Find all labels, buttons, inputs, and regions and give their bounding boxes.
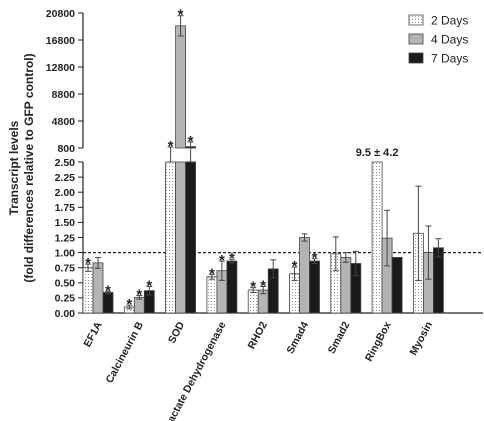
legend-label: 4 Days <box>431 33 468 47</box>
bar <box>391 257 403 314</box>
significance-star: * <box>146 277 152 294</box>
significance-star: * <box>178 7 184 24</box>
significance-star: * <box>292 258 298 275</box>
significance-star: * <box>168 138 174 155</box>
significance-star: * <box>260 277 266 294</box>
significance-star: * <box>105 282 111 299</box>
bar <box>371 161 383 314</box>
legend-swatch <box>408 33 424 45</box>
y-axis-title: Transcript levels(fold differences relat… <box>7 53 36 282</box>
significance-star: * <box>188 133 194 150</box>
bar <box>309 260 320 314</box>
y-tick-label: 20800 <box>46 8 75 20</box>
y-tick-label: 1.00 <box>55 247 76 259</box>
bar <box>82 267 94 314</box>
axes: 0.00 0.25 0.50 0.75 1.00 1.25 1.50 1.75 2.00 2.25… <box>7 8 483 320</box>
bar <box>175 25 187 149</box>
x-category-label: SOD <box>166 319 187 345</box>
y-axis-title-line: (fold differences relative to GFP contro… <box>22 53 36 282</box>
legend-swatch <box>408 52 424 64</box>
significance-star: * <box>250 279 256 296</box>
legend: 2 Days 4 Days 7 Days <box>408 14 468 66</box>
bar <box>185 161 197 314</box>
x-category-label: Smad4 <box>284 320 311 356</box>
y-tick-label: 0.00 <box>55 308 76 320</box>
bar <box>299 237 310 314</box>
x-category-label: RingBox <box>363 320 394 364</box>
bar <box>226 260 238 314</box>
x-category-label: EF1A <box>81 319 104 349</box>
bar <box>175 161 187 314</box>
x-category-label: Calcineurin B <box>104 319 147 385</box>
y-tick-label: 12800 <box>46 62 75 74</box>
x-category-label: RHO2 <box>246 320 270 352</box>
bar <box>432 247 444 314</box>
y-tick-label: 800 <box>57 143 75 155</box>
y-tick-label: 4800 <box>52 116 76 128</box>
y-tick-label: 0.50 <box>55 278 76 290</box>
legend-label: 7 Days <box>431 52 468 66</box>
y-tick-label: 1.25 <box>55 232 76 244</box>
y-tick-label: 0.75 <box>55 263 76 275</box>
ringbox-annotation: 9.5 ± 4.2 <box>356 147 399 159</box>
legend-swatch <box>408 14 424 26</box>
significance-star: * <box>136 286 142 303</box>
x-category-label: Myosin <box>407 320 435 358</box>
y-tick-label: 0.25 <box>55 293 76 305</box>
bars <box>82 15 444 314</box>
y-axis-title-line: Transcript levels <box>7 120 21 215</box>
significance-star: * <box>229 250 235 267</box>
significance-star: * <box>312 250 318 267</box>
significance-star: * <box>85 255 91 272</box>
legend-label: 2 Days <box>431 14 468 28</box>
significance-star: * <box>209 265 215 282</box>
bar <box>165 161 177 314</box>
y-tick-label: 2.00 <box>55 187 76 199</box>
y-tick-label: 2.50 <box>55 157 76 169</box>
significance-star: * <box>126 296 132 313</box>
bar <box>92 262 104 314</box>
y-tick-label: 1.75 <box>55 202 76 214</box>
y-tick-label: 1.50 <box>55 217 76 229</box>
y-tick-label: 8800 <box>52 89 76 101</box>
y-tick-label: 16800 <box>46 35 75 47</box>
bar <box>340 257 352 314</box>
x-category-label: Smad2 <box>326 320 353 356</box>
y-tick-label: 2.25 <box>55 172 76 184</box>
significance-star: * <box>219 252 225 269</box>
